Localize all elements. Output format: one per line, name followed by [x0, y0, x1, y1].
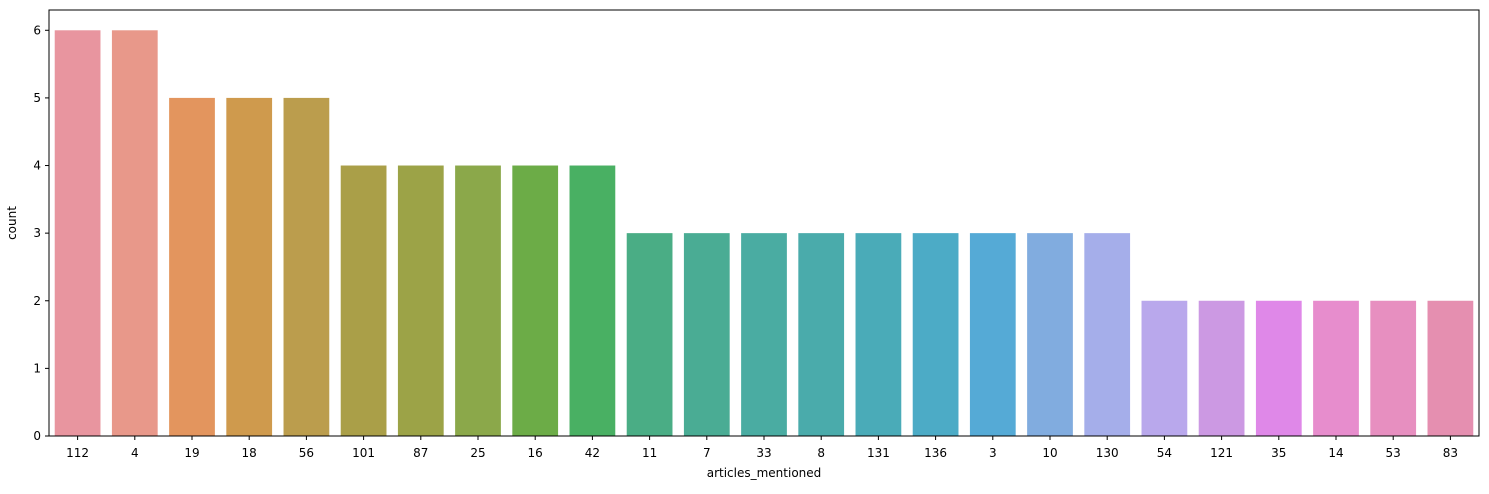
x-tick-label: 136 [924, 446, 947, 460]
y-tick-label: 5 [33, 91, 41, 105]
x-tick-label: 35 [1271, 446, 1286, 460]
bar-10 [1027, 233, 1073, 436]
x-tick-label: 8 [817, 446, 825, 460]
bar-87 [397, 165, 444, 436]
x-tick-label: 42 [585, 446, 600, 460]
bar-16 [512, 165, 559, 436]
x-tick-label: 25 [470, 446, 485, 460]
y-axis-label: count [5, 206, 19, 240]
x-tick-label: 4 [131, 446, 139, 460]
y-tick-label: 3 [33, 226, 41, 240]
x-axis: 112 4 19 18 56 101 87 25 16 42 11 7 33 8 131 136 3 10 130 5… [66, 436, 1458, 460]
y-tick-label: 4 [33, 159, 41, 173]
y-tick-label: 0 [33, 429, 41, 443]
bar-14 [1313, 300, 1359, 436]
x-tick-label: 53 [1386, 446, 1401, 460]
x-tick-label: 14 [1328, 446, 1343, 460]
x-axis-label: articles_mentioned [707, 466, 822, 480]
bars-layer [54, 30, 1474, 437]
x-tick-label: 16 [528, 446, 543, 460]
bar-53 [1370, 300, 1417, 436]
y-tick-label: 6 [33, 23, 41, 37]
x-tick-label: 131 [867, 446, 890, 460]
bar-7 [683, 233, 730, 436]
bar-35 [1255, 300, 1302, 436]
bar-54 [1141, 300, 1188, 436]
bar-8 [798, 233, 845, 436]
y-axis: 0 1 2 3 4 5 6 [33, 23, 49, 443]
x-tick-label: 83 [1443, 446, 1458, 460]
x-tick-label: 54 [1157, 446, 1172, 460]
x-tick-label: 112 [66, 446, 89, 460]
bar-56 [283, 97, 330, 437]
bar-131 [855, 233, 902, 436]
bar-11 [626, 233, 673, 436]
y-tick-label: 1 [33, 361, 41, 375]
bar-121 [1198, 300, 1245, 436]
x-tick-label: 33 [756, 446, 771, 460]
x-tick-label: 101 [352, 446, 375, 460]
bar-3 [969, 233, 1016, 436]
bar-19 [169, 97, 215, 437]
x-tick-label: 3 [989, 446, 997, 460]
y-tick-label: 2 [33, 294, 41, 308]
x-tick-label: 87 [413, 446, 428, 460]
bar-83 [1427, 300, 1474, 436]
x-tick-label: 11 [642, 446, 657, 460]
bar-25 [455, 165, 501, 436]
x-tick-label: 56 [299, 446, 314, 460]
x-tick-label: 121 [1210, 446, 1233, 460]
bar-101 [340, 165, 387, 436]
x-tick-label: 10 [1042, 446, 1057, 460]
x-tick-label: 130 [1096, 446, 1119, 460]
bar-130 [1084, 233, 1131, 436]
bar-33 [741, 233, 787, 436]
bar-42 [569, 165, 616, 436]
bar-112 [54, 30, 101, 436]
bar-18 [226, 97, 273, 437]
x-tick-label: 19 [184, 446, 199, 460]
x-tick-label: 7 [703, 446, 711, 460]
x-tick-label: 18 [242, 446, 257, 460]
bar-136 [912, 233, 959, 436]
bar-4 [111, 30, 158, 436]
